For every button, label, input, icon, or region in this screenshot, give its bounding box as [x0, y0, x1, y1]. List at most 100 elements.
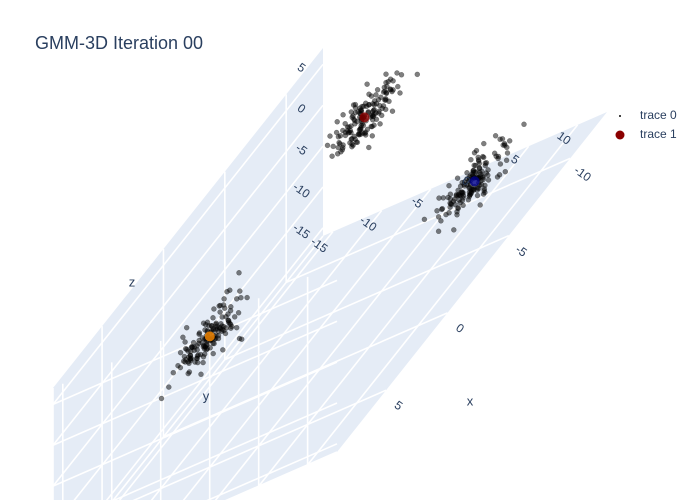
data-point-cluster-2 [474, 185, 481, 191]
data-points [158, 70, 527, 402]
data-point-cluster-1 [204, 341, 210, 347]
data-point-cluster-1 [202, 327, 208, 333]
gridline-y [182, 188, 432, 500]
center-markers [204, 112, 480, 342]
center-marker-1 [204, 331, 215, 342]
data-point-cluster-0 [381, 84, 388, 91]
data-point-cluster-0 [366, 144, 372, 151]
data-point-cluster-0 [383, 71, 389, 77]
data-point-cluster-1 [177, 349, 184, 356]
data-point-cluster-1 [185, 348, 191, 354]
data-point-cluster-2 [506, 138, 513, 144]
data-point-cluster-0 [334, 119, 340, 125]
data-point-cluster-0 [397, 90, 403, 96]
data-point-cluster-1 [196, 331, 202, 337]
data-point-cluster-1 [206, 323, 212, 329]
data-point-cluster-1 [237, 288, 243, 294]
data-point-cluster-1 [227, 287, 233, 293]
data-point-cluster-1 [244, 294, 250, 301]
data-point-cluster-2 [440, 195, 447, 201]
x-tick-label: -10 [572, 163, 595, 185]
gridline-z [206, 443, 338, 500]
data-point-cluster-2 [458, 189, 464, 196]
data-point-cluster-1 [210, 327, 217, 333]
pane-edge [112, 235, 324, 500]
data-point-cluster-2 [502, 142, 508, 148]
data-point-cluster-1 [182, 359, 188, 365]
data-point-cluster-1 [203, 346, 210, 353]
data-point-cluster-1 [199, 335, 206, 341]
data-point-cluster-1 [227, 307, 234, 314]
data-point-cluster-0 [366, 91, 372, 98]
data-point-cluster-0 [395, 83, 401, 90]
gridline-x [132, 389, 387, 500]
data-point-cluster-2 [460, 195, 466, 201]
data-point-cluster-0 [329, 153, 335, 159]
data-point-cluster-1 [201, 351, 208, 357]
data-point-cluster-2 [483, 160, 490, 166]
data-point-cluster-1 [196, 340, 202, 347]
center-marker-2 [469, 176, 480, 187]
legend-item-trace-1[interactable]: trace 1 [612, 125, 677, 144]
data-point-cluster-2 [474, 192, 481, 199]
data-point-cluster-1 [187, 356, 194, 362]
data-point-cluster-2 [485, 177, 492, 183]
data-point-cluster-0 [330, 143, 336, 150]
data-point-cluster-2 [466, 189, 473, 196]
data-point-cluster-0 [414, 71, 421, 78]
x-tick-label: -5 [513, 242, 530, 260]
data-point-cluster-2 [457, 199, 463, 206]
data-point-cluster-2 [476, 160, 483, 167]
data-point-cluster-2 [455, 205, 461, 212]
data-point-cluster-1 [215, 332, 222, 339]
data-point-cluster-1 [210, 350, 216, 357]
data-point-cluster-1 [198, 371, 204, 378]
center-marker-0 [359, 112, 370, 123]
data-point-cluster-0 [382, 106, 389, 113]
data-point-cluster-2 [468, 156, 474, 163]
gridline-z [52, 320, 338, 446]
data-point-cluster-0 [348, 136, 355, 143]
data-point-cluster-1 [211, 340, 217, 347]
data-point-cluster-0 [340, 112, 346, 118]
data-point-cluster-2 [453, 191, 460, 198]
data-point-cluster-2 [494, 174, 501, 180]
data-point-cluster-1 [227, 320, 233, 327]
data-point-cluster-2 [481, 186, 488, 192]
legend-marker-trace-1 [615, 130, 625, 140]
data-point-cluster-2 [446, 182, 452, 189]
data-point-cluster-1 [166, 384, 172, 390]
data-point-cluster-0 [377, 121, 383, 127]
data-point-cluster-1 [183, 324, 190, 331]
chart-title: GMM-3D Iteration 00 [35, 33, 204, 53]
data-point-cluster-1 [213, 320, 219, 327]
axis-titles: x y z [129, 274, 474, 408]
data-point-cluster-2 [421, 216, 428, 223]
data-point-cluster-0 [347, 127, 354, 134]
legend-label-trace-1: trace 1 [640, 127, 677, 141]
data-point-cluster-1 [175, 362, 181, 369]
data-point-cluster-2 [504, 150, 511, 156]
pane-wall-x [53, 264, 337, 500]
data-point-cluster-2 [438, 218, 444, 224]
x-tick-label: 5 [392, 398, 406, 413]
data-point-cluster-1 [223, 314, 229, 320]
data-point-cluster-0 [349, 141, 355, 147]
data-point-cluster-1 [188, 344, 195, 350]
data-point-cluster-0 [358, 126, 364, 133]
data-point-cluster-0 [398, 72, 405, 78]
data-point-cluster-0 [368, 123, 374, 130]
data-point-cluster-2 [459, 179, 465, 186]
data-point-cluster-2 [454, 212, 460, 218]
data-point-cluster-0 [340, 127, 346, 134]
data-point-cluster-1 [223, 325, 230, 331]
data-point-cluster-2 [471, 162, 477, 169]
gridline-z [52, 361, 338, 487]
data-point-cluster-2 [473, 147, 480, 154]
gridline-z [112, 402, 338, 500]
data-point-cluster-1 [182, 339, 188, 345]
legend-item-trace-0[interactable]: trace 0 [612, 106, 677, 125]
data-point-cluster-2 [480, 191, 487, 197]
data-point-cluster-1 [233, 324, 240, 331]
